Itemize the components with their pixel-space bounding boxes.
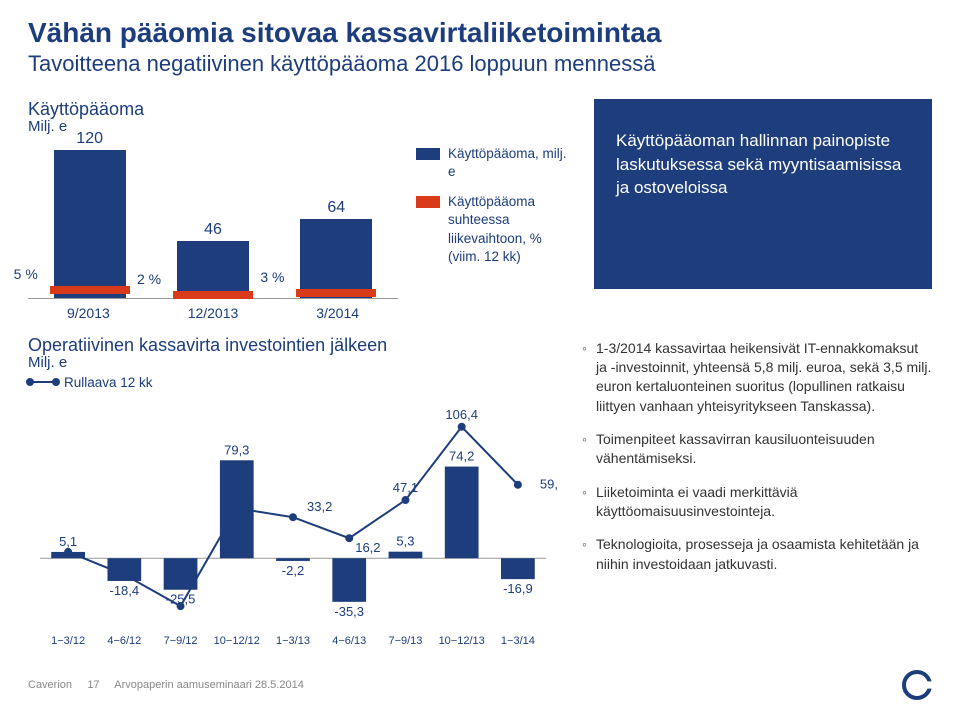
rolling-line-point [401,496,409,504]
pct-label: 3 % [260,269,284,285]
line-chart: Operatiivinen kassavirta investointien j… [28,335,558,650]
bar: 643 % [300,219,372,298]
pct-marker [173,291,253,299]
legend-swatch [416,148,440,160]
bar-value-label: -18,4 [110,583,140,598]
legend-row: Käyttöpääoma, milj. e [416,145,576,181]
rolling-line-point [120,570,128,578]
footer-context: Arvopaperin aamuseminaari 28.5.2014 [114,679,304,691]
bar-chart-legend: Käyttöpääoma, milj. e Käyttöpääoma suhtee… [416,99,576,278]
rolling-line-point [177,602,185,610]
rolling-line-point [514,481,522,489]
top-row: Käyttöpääoma Milj. e 1205 %462 %643 % 9/… [28,99,932,321]
line-chart-legend-label: Rullaava 12 kk [64,375,153,390]
line-xlabel: 4−6/12 [107,635,141,647]
rolling-line-point [64,548,72,556]
bar-value-label: 5,3 [396,533,414,548]
line-xlabel: 1−3/12 [51,635,85,647]
line-xlabel: 10−12/12 [214,635,260,647]
line-xlabel: 4−6/13 [332,635,366,647]
legend-swatch [416,196,440,208]
bar-chart-plot: 1205 %462 %643 % [28,139,398,299]
line-xlabel: 1−3/14 [501,635,535,647]
bar-value-label: -16,9 [503,581,533,596]
line-chart-unit: Milj. e [28,354,558,371]
pct-label: 2 % [137,271,161,287]
line-value-label: 106,4 [445,407,478,422]
bullet-item: 1-3/2014 kassavirtaa heikensivät IT-enna… [582,339,932,416]
line-value-label: 33,2 [307,499,332,514]
line-marker-icon [28,381,58,383]
brand-logo-icon [902,670,932,700]
bullet-list: 1-3/2014 kassavirtaa heikensivät IT-enna… [582,335,932,588]
footer-page: 17 [87,679,99,691]
legend-row: Käyttöpääoma suhteessa liikevaihtoon, % … [416,193,576,266]
page-title: Vähän pääomia sitovaa kassavirtaliiketoi… [28,18,932,49]
bullet-item: Liiketoiminta ei vaadi merkittäviä käytt… [582,483,932,522]
line-xlabel: 7−9/13 [388,635,422,647]
rolling-line-point [233,504,241,512]
bar: 462 % [177,241,249,298]
line-chart-title: Operatiivinen kassavirta investointien j… [28,335,558,356]
line-value-label: 16,2 [355,540,380,555]
line-chart-bar [276,558,310,561]
bottom-row: Operatiivinen kassavirta investointien j… [28,335,932,650]
page-subtitle: Tavoitteena negatiivinen käyttöpääoma 20… [28,51,932,77]
bar-value-label: 64 [300,199,372,217]
line-value-label: 59,5 [540,477,558,492]
rolling-line-point [345,534,353,542]
line-xlabel: 1−3/13 [276,635,310,647]
bar: 1205 % [54,150,126,298]
line-chart-bar [501,558,535,579]
line-chart-bar [445,466,479,558]
bar-value-label: 79,3 [224,442,249,457]
line-xlabel: 7−9/12 [164,635,198,647]
slide: Vähän pääomia sitovaa kassavirtaliiketoi… [0,0,960,712]
rolling-line-point [458,423,466,431]
bullet-item: Toimenpiteet kassavirran kausiluonteisuu… [582,430,932,469]
bar-value-label: 5,1 [59,534,77,549]
bar-chart-xlabels: 9/2013 12/2013 3/2014 [28,305,398,321]
pct-marker [296,289,376,297]
bar-value-label: -2,2 [282,563,304,578]
line-xlabel: 10−12/13 [439,635,485,647]
line-value-label: 40,5 [222,488,247,503]
bar-value-label: -35,3 [334,604,364,619]
pct-marker [50,286,130,294]
bar-chart-title: Käyttöpääoma [28,99,398,120]
bar-xlabel: 3/2014 [316,305,359,321]
pct-label: 5 % [14,266,38,282]
bar-xlabel: 9/2013 [67,305,110,321]
footer-brand: Caverion [28,679,72,691]
footer: Caverion 17 Arvopaperin aamuseminaari 28… [28,670,932,700]
line-chart-bar [332,558,366,602]
rolling-line-point [289,513,297,521]
info-box: Käyttöpääoman hallinnan painopiste lasku… [594,99,932,289]
line-chart-legend: Rullaava 12 kk [28,375,558,390]
bar-value-label: 120 [54,130,126,148]
bar-value-label: 74,2 [449,448,474,463]
bullet-item: Teknologioita, prosesseja ja osaamista k… [582,535,932,574]
line-value-label: 47,1 [393,480,418,495]
bar-xlabel: 12/2013 [188,305,239,321]
footer-left: Caverion 17 Arvopaperin aamuseminaari 28… [28,679,304,691]
bar-chart: Käyttöpääoma Milj. e 1205 %462 %643 % 9/… [28,99,398,321]
legend-label: Käyttöpääoma, milj. e [448,145,576,181]
line-chart-bar [389,551,423,558]
line-chart-plot: 5,1-18,4-25,579,3-2,2-35,35,374,2-16,940… [28,390,558,650]
bar-value-label: 46 [177,221,249,239]
legend-label: Käyttöpääoma suhteessa liikevaihtoon, % … [448,193,576,266]
